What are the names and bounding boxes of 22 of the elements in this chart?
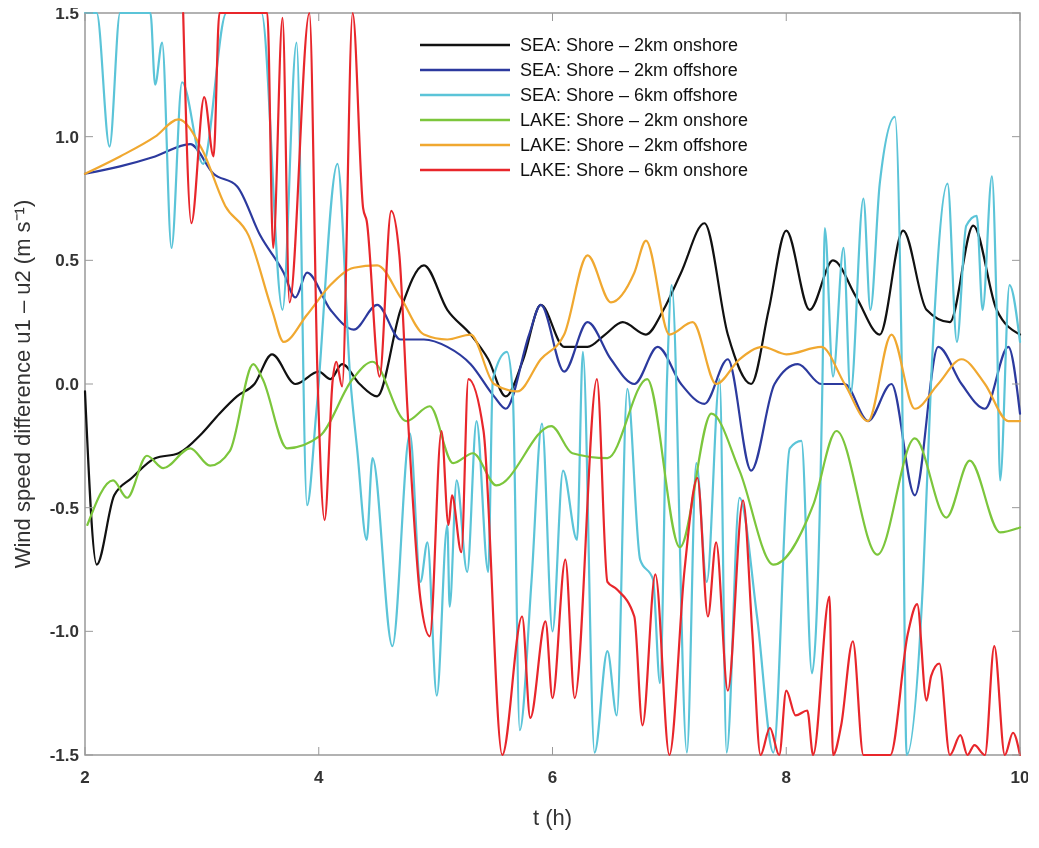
- legend-label: SEA: Shore – 2km offshore: [520, 60, 738, 81]
- y-tick-label: -1.0: [49, 622, 79, 642]
- y-tick-label: -1.5: [49, 745, 79, 765]
- y-tick-label: 0.5: [55, 251, 79, 271]
- y-tick-label: -0.5: [49, 498, 79, 518]
- legend-label: SEA: Shore – 2km onshore: [520, 35, 739, 56]
- y-tick-label: 1.5: [55, 3, 79, 23]
- y-axis-title: Wind speed difference u1 – u2 (m s⁻¹): [10, 199, 35, 569]
- legend-label: LAKE: Shore – 6km onshore: [520, 160, 749, 181]
- line-series: [86, 360, 1022, 566]
- legend-label: LAKE: Shore – 2km onshore: [520, 110, 749, 131]
- x-tick-label: 10: [1010, 768, 1030, 787]
- line-series: [83, 222, 1022, 566]
- x-tick-label: 4: [314, 768, 325, 787]
- y-tick-label: 0.0: [55, 374, 79, 394]
- x-axis-title: t (h): [532, 805, 573, 830]
- legend-label: LAKE: Shore – 2km offshore: [520, 135, 748, 156]
- x-tick-label: 8: [781, 768, 791, 787]
- x-tick-label: 6: [547, 768, 558, 787]
- legend-label: SEA: Shore – 6km offshore: [520, 85, 738, 106]
- x-tick-label: 2: [80, 768, 90, 787]
- y-tick-label: 1.0: [55, 127, 79, 147]
